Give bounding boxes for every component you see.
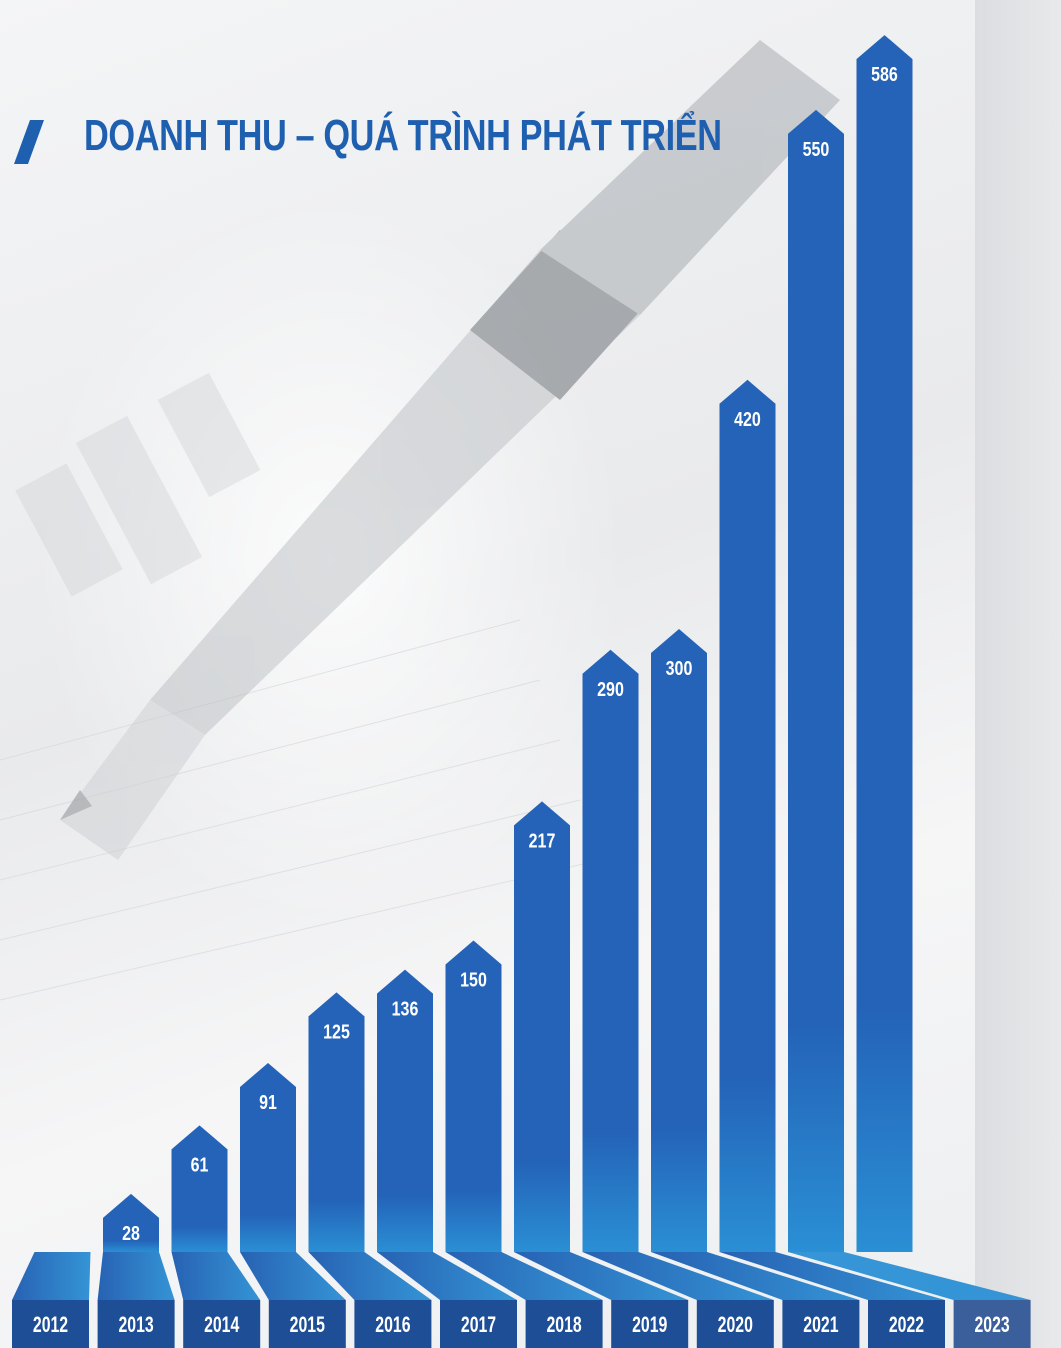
bar-value-label: 150 [460, 969, 487, 991]
bar-value-label: 550 [803, 138, 830, 160]
year-tick-label: 2021 [803, 1314, 839, 1338]
year-box [183, 1300, 261, 1348]
bar-shape [582, 649, 639, 1252]
bar-value-label: 125 [323, 1021, 350, 1043]
bar-value-label: 586 [871, 63, 898, 85]
ribbon-2022 [719, 1252, 945, 1300]
year-tick-label: 2016 [375, 1314, 410, 1338]
bar-shape [719, 379, 776, 1252]
bar-value-label: 136 [392, 998, 419, 1020]
year-2017: 2017 [440, 1300, 517, 1348]
ribbon-2016 [308, 1252, 432, 1300]
bar-shape [856, 35, 913, 1252]
year-2012: 2012 [12, 1300, 89, 1348]
year-2015: 2015 [268, 1300, 346, 1348]
year-box [525, 1300, 603, 1348]
ribbon-group [12, 1252, 1031, 1300]
bar-value-label: 300 [666, 657, 693, 679]
year-tick-label: 2019 [632, 1314, 667, 1338]
year-box [611, 1300, 689, 1348]
bar-value-label: 420 [734, 408, 761, 430]
ribbon-2020 [582, 1252, 774, 1300]
background-side-panel [975, 0, 1061, 1348]
bar-10: 550 [788, 109, 844, 1252]
year-tick-label: 2023 [974, 1314, 1009, 1338]
year-box [696, 1300, 774, 1348]
bar-5: 150 [445, 940, 502, 1252]
bar-value-label: 61 [191, 1154, 209, 1176]
year-tick-label: 2020 [718, 1314, 753, 1338]
bar-shape [651, 629, 707, 1252]
year-2022: 2022 [868, 1300, 945, 1348]
year-box [953, 1300, 1031, 1348]
bar-value-label: 28 [122, 1222, 140, 1244]
bar-shape [445, 940, 502, 1252]
bar-6: 217 [514, 801, 570, 1252]
year-tick-label: 2017 [461, 1314, 496, 1338]
year-2023: 2023 [953, 1300, 1031, 1348]
bar-shape [171, 1125, 228, 1252]
bar-7: 290 [582, 649, 639, 1252]
year-tick-label: 2012 [33, 1314, 68, 1338]
bar-3: 125 [308, 992, 365, 1252]
year-2019: 2019 [611, 1300, 689, 1348]
ribbon-2021 [651, 1252, 860, 1300]
ribbon-2015 [240, 1252, 346, 1300]
year-tick-label: 2022 [889, 1314, 924, 1338]
year-box [268, 1300, 346, 1348]
bar-shape [514, 801, 570, 1252]
ribbon-2019 [514, 1252, 689, 1300]
year-2014: 2014 [183, 1300, 261, 1348]
ribbon-2013 [97, 1252, 175, 1300]
bar-shape [308, 992, 365, 1252]
year-tick-label: 2014 [204, 1314, 240, 1338]
bar-0: 28 [103, 1193, 159, 1252]
bar-group: 28 61 91 125 136 150 217 290 300 420 550 586 [103, 35, 913, 1252]
ribbon-2018 [445, 1252, 603, 1300]
bar-value-label: 91 [259, 1091, 277, 1113]
year-2016: 2016 [354, 1300, 432, 1348]
bar-8: 300 [651, 629, 707, 1252]
year-tick-label: 2013 [118, 1314, 153, 1338]
title-slash-icon [14, 120, 44, 164]
year-2013: 2013 [97, 1300, 175, 1348]
bar-shape [240, 1063, 296, 1252]
bar-shape [377, 969, 433, 1252]
ribbon-2012 [12, 1252, 91, 1300]
year-box [12, 1300, 89, 1348]
bar-value-label: 217 [529, 830, 556, 852]
bar-11: 586 [856, 35, 913, 1252]
pen-decoration [0, 40, 840, 1001]
year-box [782, 1300, 860, 1348]
year-2018: 2018 [525, 1300, 603, 1348]
year-box [97, 1300, 175, 1348]
bar-4: 136 [377, 969, 433, 1252]
chart-title: DOANH THU – QUÁ TRÌNH PHÁT TRIỂN [84, 111, 722, 160]
bar-shape [103, 1193, 159, 1252]
year-box [868, 1300, 945, 1348]
ribbon-2023 [788, 1252, 1031, 1300]
year-box [354, 1300, 432, 1348]
bar-1: 61 [171, 1125, 228, 1252]
year-2020: 2020 [696, 1300, 774, 1348]
year-tick-label: 2018 [546, 1314, 582, 1338]
bar-shape [788, 109, 844, 1252]
ribbon-2014 [171, 1252, 261, 1300]
ribbon-2017 [377, 1252, 517, 1300]
year-axis: 2012 2013 2014 2015 2016 2017 2018 2019 2020 2021… [12, 1300, 1031, 1348]
year-2021: 2021 [782, 1300, 860, 1348]
bar-2: 91 [240, 1063, 296, 1252]
bar-value-label: 290 [597, 678, 624, 700]
year-box [440, 1300, 517, 1348]
bar-9: 420 [719, 379, 776, 1252]
year-tick-label: 2015 [290, 1314, 326, 1338]
